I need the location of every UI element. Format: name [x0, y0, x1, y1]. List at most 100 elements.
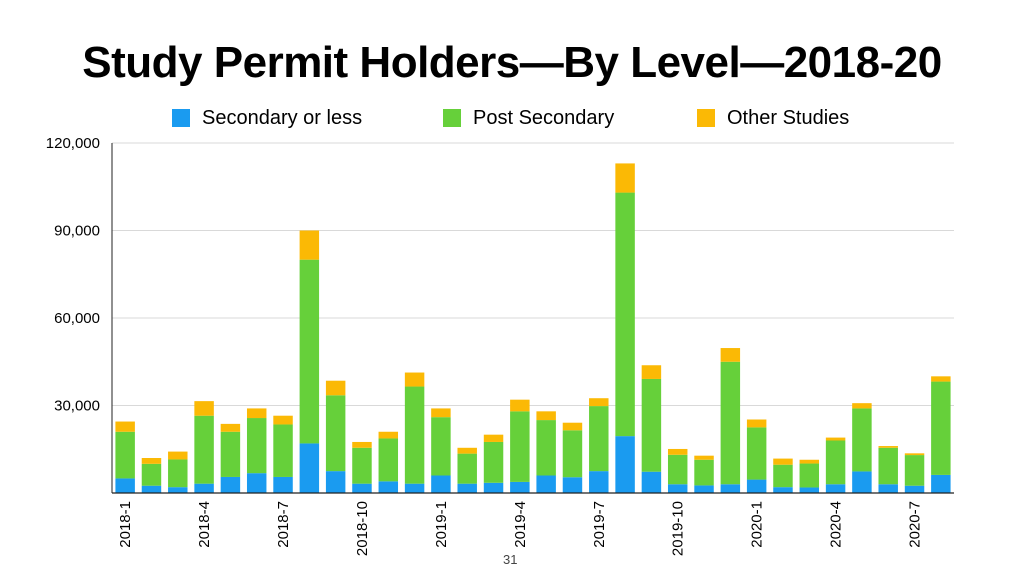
bar-segment	[746, 427, 767, 480]
bar-segment	[773, 458, 793, 465]
bar-segment	[325, 471, 346, 494]
bar-segment	[878, 446, 898, 448]
bar-segment	[773, 464, 793, 488]
bar-segment	[589, 471, 609, 494]
bar-segment	[694, 459, 714, 486]
bar-segment	[404, 372, 425, 387]
bar-segment	[404, 483, 425, 493]
bar-segment	[904, 455, 925, 486]
bar-segment	[720, 484, 741, 493]
legend-label-secondary: Secondary or less	[202, 106, 363, 129]
x-tick-label: 2019-4	[512, 501, 529, 548]
x-tick-label: 2018-7	[275, 501, 292, 548]
bar-segment	[220, 476, 241, 493]
legend-item-post-secondary: Post Secondary	[443, 106, 614, 130]
bar-segment	[773, 487, 793, 493]
legend-swatch-secondary	[172, 109, 190, 127]
bar-segment	[483, 434, 504, 442]
bar-segment	[404, 386, 425, 484]
bar-segment	[220, 431, 241, 477]
bar-segment	[115, 431, 135, 479]
bar-segment	[852, 403, 872, 409]
x-tick-label: 2018-4	[196, 501, 213, 548]
bar-segment	[825, 484, 846, 493]
bar-segment	[378, 481, 399, 493]
bar-segment	[615, 192, 635, 437]
bar-segment	[720, 361, 741, 485]
bar-segment	[589, 406, 609, 472]
bar-segment	[931, 474, 951, 493]
bar-segment	[852, 471, 872, 493]
bar-segment	[615, 163, 635, 193]
bar-segment	[273, 424, 293, 477]
bar-segment	[378, 431, 399, 439]
y-tick-label: 120,000	[46, 135, 100, 152]
bar-segment	[141, 458, 162, 464]
bar-segment	[799, 487, 820, 493]
bar-segment	[325, 395, 346, 472]
bar-segment	[457, 453, 477, 484]
bar-segment	[352, 441, 372, 448]
bar-segment	[641, 365, 662, 379]
bar-segment	[825, 440, 846, 485]
bar-segment	[168, 459, 188, 488]
bar-segment	[483, 482, 504, 493]
bar-segment	[168, 451, 188, 460]
tick-labels: 30,000 60,000 90,000 120,000 2018-1 2018-4 201…	[46, 135, 924, 556]
x-tick-label: 2018-10	[354, 501, 371, 556]
bar-segment	[483, 441, 504, 483]
axes	[111, 143, 954, 494]
bar-segment	[536, 411, 556, 421]
bar-segment	[746, 479, 767, 493]
legend-item-other-studies: Other Studies	[697, 106, 849, 130]
bar-segment	[562, 422, 583, 431]
bar-segment	[667, 454, 688, 485]
bar-segment	[904, 485, 925, 493]
x-tick-label: 2019-1	[433, 501, 450, 548]
bar-segment	[220, 423, 241, 432]
bar-segment	[273, 476, 293, 493]
bar-segment	[562, 477, 583, 493]
bar-segment	[931, 381, 951, 475]
page-number: 31	[503, 552, 518, 567]
bar-segment	[878, 484, 898, 493]
bar-segment	[115, 421, 135, 432]
bar-segment	[273, 415, 293, 425]
x-tick-label: 2020-4	[828, 501, 845, 548]
legend-label-post-secondary: Post Secondary	[473, 106, 615, 129]
slide-title: Study Permit Holders—By Level—2018-20	[82, 38, 942, 87]
bar-segment	[510, 399, 530, 412]
bar-segment	[720, 348, 741, 362]
x-tick-label: 2019-7	[591, 501, 608, 548]
chart-legend: Secondary or less Post Secondary Other S…	[0, 106, 1024, 130]
bar-segment	[562, 430, 583, 478]
bar-segment	[194, 415, 214, 484]
bar-segment	[510, 411, 530, 482]
x-tick-label: 2019-10	[670, 501, 687, 556]
bar-segment	[589, 398, 609, 407]
bar-segment	[746, 419, 767, 428]
x-tick-label: 2020-1	[749, 501, 766, 548]
bar-segment	[431, 475, 451, 493]
bar-segment	[799, 459, 820, 464]
bar-segment	[536, 475, 556, 493]
legend-item-secondary: Secondary or less	[172, 106, 362, 130]
legend-swatch-post-secondary	[443, 109, 461, 127]
bar-segment	[457, 483, 477, 493]
bar-segment	[168, 487, 188, 493]
bar-segment	[667, 448, 688, 455]
bar-segment	[799, 463, 820, 488]
bar-segment	[246, 418, 267, 474]
bar-segment	[194, 483, 214, 493]
bar-segment	[299, 230, 320, 260]
bar-segment	[931, 376, 951, 382]
bar-segment	[641, 471, 662, 493]
bar-segment	[246, 473, 267, 493]
bar-segment	[352, 447, 372, 484]
bar-segment	[852, 408, 872, 472]
bar-segment	[115, 478, 135, 493]
bar-segment	[694, 455, 714, 460]
bar-segment	[352, 483, 372, 493]
bar-segment	[825, 437, 846, 441]
